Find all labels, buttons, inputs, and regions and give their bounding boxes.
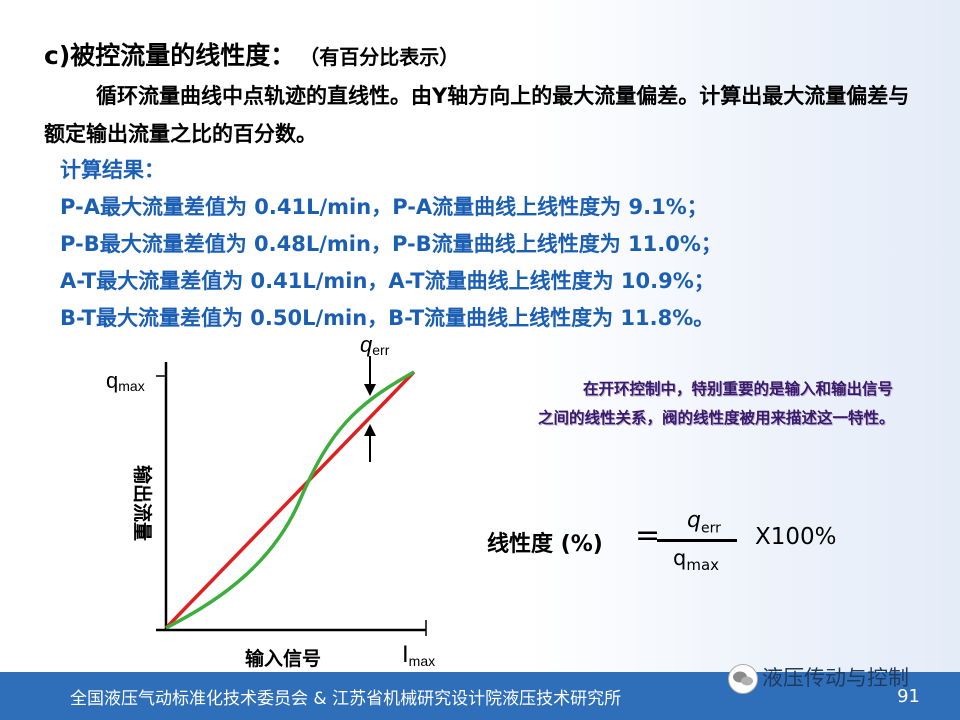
svg-text:Imax: Imax [402,641,435,669]
result-line-pa: P-A最大流量差值为 0.41L/min，P-A流量曲线上线性度为 9.1%； [60,195,708,219]
actual-flow-curve [165,370,415,630]
denominator-sub: max [686,556,720,575]
formula-numerator: qerr [687,508,721,536]
definition-paragraph: 循环流量曲线中点轨迹的直线性。由Y轴方向上的最大流量偏差。计算出最大流量偏差与额… [44,84,910,146]
slide-title: c)被控流量的线性度： （有百分比表示） [44,36,459,72]
result-line-bt: B-T最大流量差值为 0.50L/min，B-T流量曲线上线性度为 11.8%。 [60,306,715,330]
page-number: 91 [897,686,920,707]
formula-denominator: qmax [673,546,719,574]
svg-text:qerr: qerr [360,332,390,358]
slide-background [0,0,960,672]
x-max-label-sub: max [409,653,435,669]
svg-text:qmax: qmax [106,368,145,394]
y-max-label-sub: max [118,378,144,394]
formula-lhs: 线性度 (%) [487,532,603,557]
results-block: 计算结果： P-A最大流量差值为 0.41L/min，P-A流量曲线上线性度为 … [60,152,722,337]
linearity-formula: 线性度 (%) = qerr qmax X100% [487,508,867,588]
footer-text: 全国液压气动标准化技术委员会 & 江苏省机械研究设计院液压技术研究所 [70,689,622,709]
numerator-sub: err [700,520,721,537]
fraction-bar [657,539,737,542]
wechat-icon [728,664,758,694]
formula-equals: = [635,518,661,553]
footer-bar: 全国液压气动标准化技术委员会 & 江苏省机械研究设计院液压技术研究所 91 [0,672,960,720]
linearity-diagram: qerr qmax Imax 输入信号 输出流量 [106,332,435,670]
err-arrowhead-up [364,424,376,436]
title-subtitle: （有百分比表示） [309,45,460,69]
linear-reference-line [164,370,416,630]
open-loop-note: 在开环控制中，特别重要的是输入和输出信号之间的线性关系，阀的线性度被用来描述这一… [538,379,895,427]
err-label: q [360,332,373,357]
wechat-watermark: 液压传动与控制 [726,660,960,696]
result-line-at: A-T最大流量差值为 0.41L/min，A-T流量曲线上线性度为 10.9%； [60,269,715,293]
denominator-symbol: q [673,546,687,570]
formula-multiplier: X100% [755,524,837,550]
x-max-label: I [402,641,409,668]
numerator-symbol: q [687,508,701,533]
result-line-pb: P-B最大流量差值为 0.48L/min，P-B流量曲线上线性度为 11.0%； [60,232,722,256]
title-main: c)被控流量的线性度： [44,41,296,70]
x-axis-label: 输入信号 [245,647,321,670]
results-heading: 计算结果： [60,158,165,182]
err-arrowhead-down [364,384,376,396]
err-label-sub: err [372,342,389,358]
y-axis-label: 输出流量 [131,465,154,541]
wechat-account-name: 液压传动与控制 [762,666,909,690]
y-max-label: q [106,368,118,393]
